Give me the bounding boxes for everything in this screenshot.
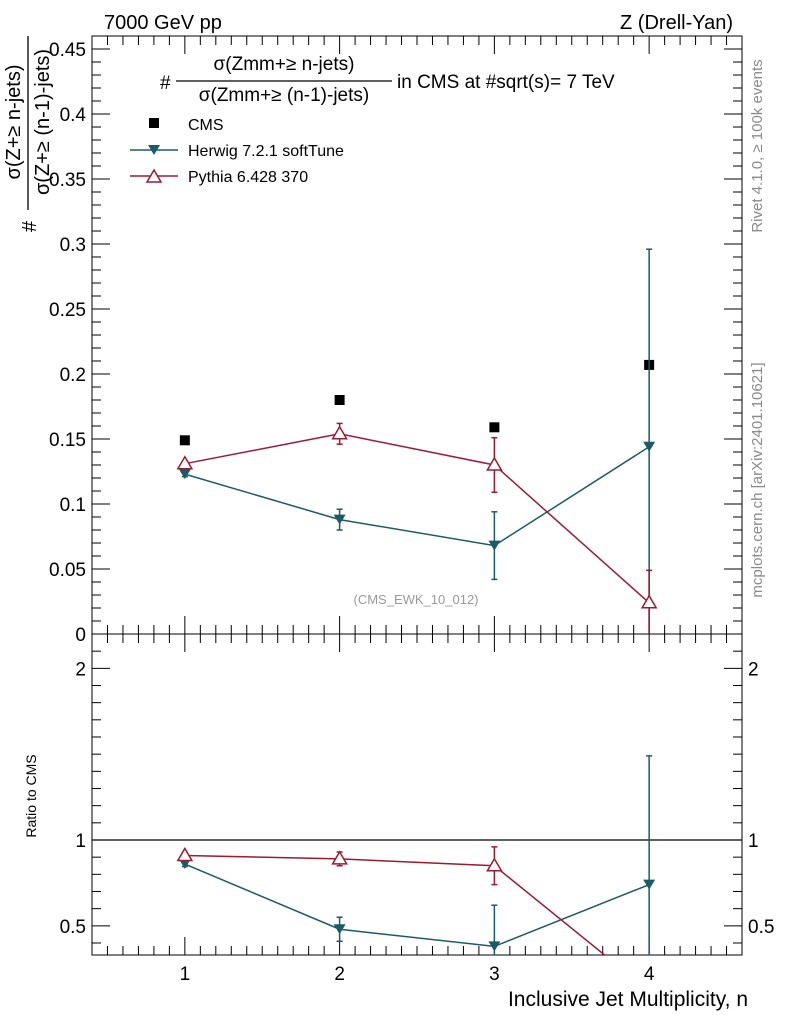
herwig-main-point [333, 514, 346, 525]
herwig-main-line [184, 446, 650, 547]
cms-main-point [489, 422, 500, 433]
pythia-main-point [331, 425, 348, 440]
x-tick-label: 3 [489, 964, 500, 985]
chart-title: # σ(Zmm+≥ n-jets) σ(Zmm+≥ (n-1)-jets) in… [160, 54, 615, 106]
main-y-tick-label: 0.2 [60, 365, 86, 386]
ylabel-denominator: σ(Z+≥ (n-1)-jets) [32, 49, 54, 195]
herwig-ratio-line [184, 863, 650, 948]
pythia-ratio-line [184, 854, 606, 955]
ylabel-numerator: σ(Z+≥ n-jets) [3, 65, 25, 180]
main-y-tick-label: 0 [75, 625, 86, 646]
ratio-y-tick-label: 0.5 [60, 917, 86, 938]
pythia-main-point [176, 455, 194, 470]
ratio-y-label: Ratio to CMS [23, 754, 39, 837]
tick-labels: 0 0.05 0.1 0.15 0.2 0.25 0.3 0.35 0.4 0.45 0.5 0.5 1… [49, 40, 774, 985]
legend-label-cms: CMS [188, 117, 224, 134]
legend-marker-cms [149, 118, 159, 128]
herwig-ratio-point [643, 879, 656, 890]
ratio-series-group [176, 755, 656, 955]
main-y-tick-label: 0.15 [49, 430, 86, 451]
header-left-label: 7000 GeV pp [104, 12, 222, 34]
series-layer [92, 248, 742, 955]
herwig-main-point [643, 441, 656, 452]
herwig-ratio-point [178, 859, 191, 870]
legend-marker-pythia [145, 168, 163, 183]
x-tick-label: 4 [644, 964, 655, 985]
cms-main-point [334, 395, 345, 405]
ratio-y-tick-label: 1 [75, 831, 86, 852]
header-right-label: Z (Drell-Yan) [620, 12, 733, 34]
pythia-ratio-point [486, 857, 503, 872]
main-y-tick-label: 0.35 [49, 170, 86, 191]
pythia-ratio-point [331, 850, 348, 865]
legend-marker-herwig [148, 145, 160, 155]
y-axis-label: # σ(Z+≥ n-jets) σ(Z+≥ (n-1)-jets) [3, 36, 54, 232]
ratio-y-tick-label-right: 1 [748, 831, 759, 852]
ratio-y-tick-label: 2 [75, 659, 86, 680]
pythia-main-point [486, 456, 503, 471]
analysis-annotation: (CMS_EWK_10_012) [354, 592, 479, 607]
legend-label-pythia: Pythia 6.428 370 [188, 169, 308, 186]
main-y-tick-label: 0.3 [60, 235, 86, 256]
main-y-tick-label: 0.1 [60, 495, 86, 516]
main-y-tick-label: 0.25 [49, 300, 86, 321]
legend: CMS Herwig 7.2.1 softTune Pythia 6.428 3… [130, 117, 344, 186]
ratio-y-tick-label-right: 0.5 [748, 917, 774, 938]
main-series-group [176, 248, 658, 634]
legend-label-herwig: Herwig 7.2.1 softTune [188, 143, 344, 160]
x-tick-label: 2 [334, 964, 345, 985]
x-tick-label: 1 [180, 964, 191, 985]
mcplots-source-label: mcplots.cern.ch [arXiv:2401.10621] [749, 362, 766, 597]
main-y-tick-label: 0.05 [49, 560, 86, 581]
axis-ticks [92, 35, 742, 955]
ratio-y-tick-label-right: 2 [748, 659, 759, 680]
title-prefix: # [160, 73, 171, 94]
title-denominator: σ(Zmm+≥ (n-1)-jets) [199, 85, 369, 106]
herwig-main-point [178, 469, 191, 480]
x-axis-label: Inclusive Jet Multiplicity, n [508, 988, 748, 1011]
herwig-ratio-point [333, 924, 346, 935]
pythia-main-line [184, 433, 650, 604]
pythia-main-point [640, 594, 658, 609]
ratio-panel-frame [91, 633, 743, 956]
herwig-main-point [488, 540, 501, 551]
herwig-ratio-point [488, 941, 501, 952]
rivet-version-label: Rivet 4.1.0, ≥ 100k events [749, 59, 766, 232]
ylabel-prefix: # [19, 220, 41, 232]
title-numerator: σ(Zmm+≥ n-jets) [214, 54, 355, 75]
pythia-ratio-point [176, 846, 194, 862]
cms-main-point [179, 435, 190, 446]
main-y-tick-label: 0.4 [60, 105, 87, 126]
main-y-tick-label: 0.45 [49, 40, 86, 61]
title-suffix: in CMS at #sqrt(s)= 7 TeV [397, 72, 615, 93]
